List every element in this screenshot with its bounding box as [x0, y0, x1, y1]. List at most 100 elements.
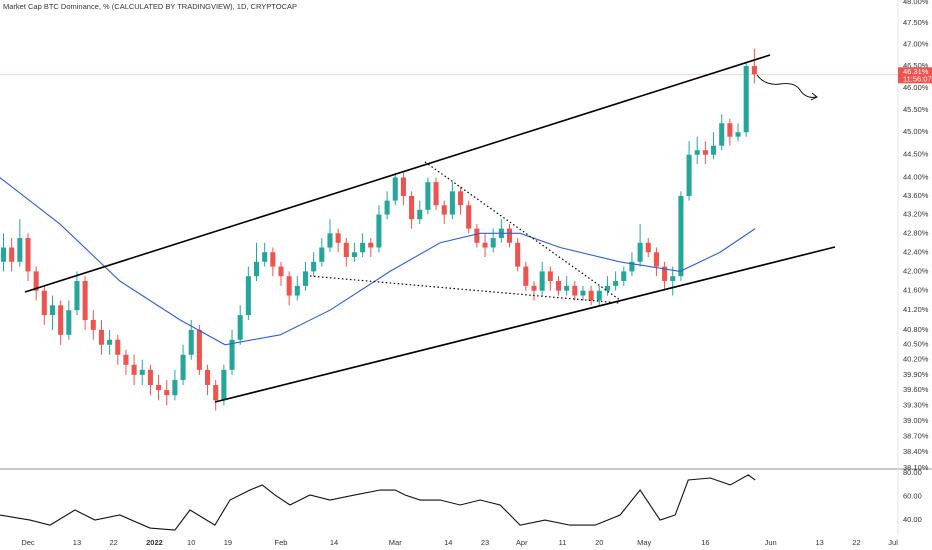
candle-body: [458, 191, 464, 206]
candle-body: [360, 242, 366, 253]
candle-body: [466, 205, 472, 229]
x-tick-label: 13: [73, 538, 81, 547]
x-tick-label: May: [637, 538, 651, 547]
channel-top: [24, 54, 771, 293]
candle-body: [172, 379, 178, 396]
countdown-label: 11:56:07: [903, 74, 932, 83]
candle-body: [139, 369, 145, 375]
y-tick-label: 40.50%: [903, 340, 929, 349]
y-tick-label: 44.00%: [903, 173, 929, 182]
y-tick-label: 47.00%: [903, 39, 929, 48]
x-tick-label: 14: [444, 538, 452, 547]
candle-body: [327, 233, 333, 248]
candle-body: [343, 242, 349, 258]
y-tick-label: 38.10%: [903, 463, 929, 472]
y-tick-label: 43.60%: [903, 191, 929, 200]
y-tick-label: 40.80%: [903, 325, 929, 334]
candle-body: [115, 339, 121, 355]
candle-body: [25, 238, 31, 272]
last-price-tag: [898, 67, 932, 84]
candle-body: [98, 329, 104, 345]
y-tick-label: 46.50%: [903, 61, 929, 70]
candle-body: [735, 132, 741, 137]
candle-body: [441, 205, 447, 215]
candle-body: [580, 290, 586, 296]
x-tick-label: Jul: [888, 538, 898, 547]
candle-body: [335, 233, 341, 243]
x-tick-label: 23: [481, 538, 489, 547]
candle-body: [17, 238, 23, 262]
line-series: [0, 474, 756, 531]
candle-body: [286, 276, 292, 296]
candle-body: [58, 305, 64, 335]
candle-body: [41, 290, 47, 316]
candle-body: [547, 271, 553, 282]
y-tick-label: 42.40%: [903, 247, 929, 256]
candle-body: [400, 177, 406, 196]
candle-body: [678, 195, 684, 277]
candle-body: [662, 266, 668, 282]
candle-body: [213, 385, 219, 401]
candle-body: [82, 281, 88, 321]
candle-body: [147, 369, 153, 386]
y-tick-label: 39.60%: [903, 385, 929, 394]
candle-body: [107, 339, 113, 345]
y-tick-label: 48.00%: [903, 0, 929, 6]
candle-body: [433, 182, 439, 206]
y-tick-label: 80.00: [903, 468, 922, 477]
y-tick-label: 39.30%: [903, 400, 929, 409]
candle-body: [506, 228, 513, 243]
x-tick-label: Apr: [516, 538, 528, 547]
y-tick-label: 44.50%: [903, 150, 929, 159]
candle-body: [49, 305, 56, 316]
candle-body: [743, 66, 749, 133]
candle-body: [302, 271, 309, 286]
x-tick-label: 13: [815, 538, 823, 547]
candle-body: [229, 339, 235, 370]
candle-body: [670, 276, 676, 282]
y-tick-label: 39.00%: [903, 416, 929, 425]
x-tick-label: Dec: [21, 538, 35, 547]
y-tick-label: 42.00%: [903, 266, 929, 275]
x-tick-label: 19: [224, 538, 232, 547]
candle-body: [555, 281, 562, 291]
candle-body: [294, 285, 300, 296]
candle-body: [588, 290, 594, 301]
candle-body: [711, 145, 717, 155]
candle-body: [164, 390, 170, 396]
x-tick-label: 14: [330, 538, 338, 547]
y-tick-label: 40.20%: [903, 355, 929, 364]
candle-body: [205, 369, 211, 386]
line-series: [0, 177, 756, 346]
y-tick-label: 45.00%: [903, 127, 929, 136]
candle-body: [123, 354, 129, 365]
candle-body: [33, 271, 39, 291]
candle-body: [196, 329, 202, 370]
y-tick-label: 41.20%: [903, 305, 929, 314]
y-tick-label: 38.70%: [903, 431, 929, 440]
candle-body: [74, 281, 80, 311]
candle-body: [319, 247, 325, 262]
candle-body: [531, 285, 537, 291]
channel-bottom: [214, 246, 836, 403]
candle-body: [384, 200, 390, 215]
candle-body: [66, 310, 72, 335]
candle-body: [262, 252, 268, 262]
x-tick-label: 16: [701, 538, 709, 547]
candle-body: [253, 261, 260, 277]
y-tick-label: 42.80%: [903, 228, 929, 237]
candle-body: [637, 242, 643, 262]
x-tick-label: 2022: [146, 538, 163, 547]
y-tick-label: 60.00: [903, 491, 922, 500]
candle-body: [376, 214, 382, 248]
x-tick-label: Jun: [765, 538, 777, 547]
candle-body: [9, 247, 15, 262]
candle-body: [751, 66, 757, 75]
candle-body: [653, 252, 659, 267]
candle-body: [515, 242, 521, 267]
candle-body: [221, 369, 227, 401]
candle-body: [523, 266, 529, 286]
candle-body: [613, 281, 619, 286]
candle-body: [474, 228, 480, 243]
